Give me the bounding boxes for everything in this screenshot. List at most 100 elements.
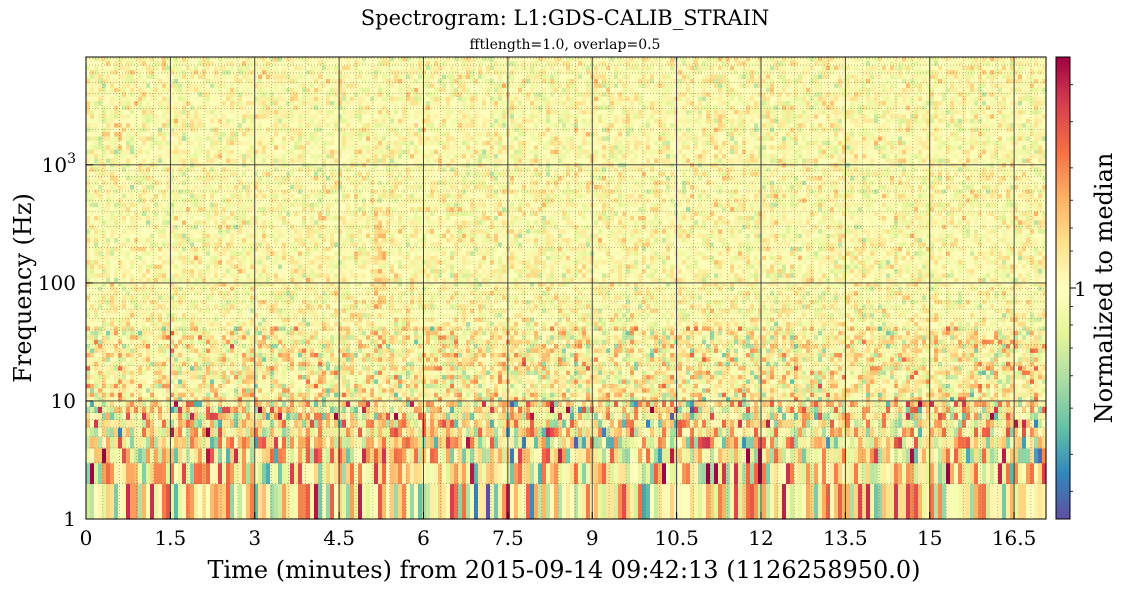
heatmap-cell — [1034, 419, 1039, 428]
heatmap-cell — [534, 365, 539, 371]
heatmap-cell — [650, 361, 655, 367]
heatmap-cell — [302, 378, 307, 384]
heatmap-cell — [858, 370, 863, 376]
heatmap-cell — [110, 347, 115, 353]
heatmap-cell — [306, 400, 311, 407]
heatmap-cell — [614, 436, 619, 449]
heatmap-cell — [810, 406, 815, 413]
heatmap-cell — [522, 483, 527, 520]
heatmap-cell — [846, 352, 851, 358]
heatmap-cell — [830, 361, 835, 367]
heatmap-cell — [182, 352, 187, 358]
heatmap-cell — [694, 406, 699, 413]
heatmap-cell — [434, 400, 439, 407]
heatmap-cell — [726, 447, 731, 464]
heatmap-cell — [446, 387, 451, 393]
heatmap-cell — [90, 427, 95, 438]
heatmap-cell — [178, 347, 183, 353]
heatmap-cell — [426, 462, 431, 485]
heatmap-cell — [382, 406, 387, 413]
heatmap-cell — [290, 400, 295, 407]
heatmap-cell — [374, 352, 379, 358]
heatmap-cell — [170, 447, 175, 464]
heatmap-cell — [706, 436, 711, 449]
heatmap-cell — [510, 374, 515, 380]
heatmap-cell — [838, 447, 843, 464]
heatmap-cell — [450, 352, 455, 358]
heatmap-cell — [998, 396, 1003, 402]
heatmap-cell — [234, 419, 239, 428]
heatmap-cell — [94, 352, 99, 358]
heatmap-cell — [466, 447, 471, 464]
heatmap-cell — [218, 392, 223, 398]
heatmap-cell — [894, 387, 899, 393]
heatmap-cell — [598, 406, 603, 413]
heatmap-cell — [982, 462, 987, 485]
heatmap-cell — [562, 419, 567, 428]
heatmap-cell — [554, 361, 559, 367]
heatmap-cell — [722, 447, 727, 464]
heatmap-cell — [442, 483, 447, 520]
heatmap-cell — [250, 406, 255, 413]
heatmap-cell — [478, 387, 483, 393]
heatmap-cell — [170, 436, 175, 449]
heatmap-cell — [958, 427, 963, 438]
heatmap-cell — [818, 436, 823, 449]
heatmap-cell — [1002, 378, 1007, 384]
heatmap-cell — [822, 483, 827, 520]
heatmap-cell — [418, 387, 423, 393]
heatmap-cell — [394, 361, 399, 367]
heatmap-cell — [394, 347, 399, 353]
heatmap-cell — [402, 406, 407, 413]
heatmap-cell — [338, 387, 343, 393]
heatmap-cell — [554, 447, 559, 464]
heatmap-cell — [942, 361, 947, 367]
heatmap-cell — [770, 483, 775, 520]
heatmap-cell — [622, 378, 627, 384]
heatmap-cell — [470, 447, 475, 464]
heatmap-cell — [806, 370, 811, 376]
heatmap-cell — [562, 361, 567, 367]
heatmap-cell — [798, 462, 803, 485]
heatmap-cell — [902, 392, 907, 398]
heatmap-cell — [454, 462, 459, 485]
heatmap-cell — [1038, 370, 1043, 376]
heatmap-cell — [442, 361, 447, 367]
heatmap-cell — [178, 406, 183, 413]
heatmap-cell — [962, 436, 967, 449]
heatmap-cell — [594, 400, 599, 407]
heatmap-cell — [118, 419, 123, 428]
heatmap-cell — [90, 365, 95, 371]
heatmap-cell — [770, 374, 775, 380]
heatmap-cell — [838, 392, 843, 398]
heatmap-cell — [98, 436, 103, 449]
heatmap-cell — [274, 387, 279, 393]
heatmap-cell — [814, 392, 819, 398]
heatmap-cell — [482, 361, 487, 367]
heatmap-cell — [170, 427, 175, 438]
heatmap-cell — [526, 361, 531, 367]
heatmap-cell — [282, 412, 287, 420]
heatmap-cell — [462, 436, 467, 449]
heatmap-cell — [974, 436, 979, 449]
heatmap-cell — [406, 419, 411, 428]
heatmap-cell — [1014, 396, 1019, 402]
heatmap-cell — [782, 374, 787, 380]
heatmap-cell — [370, 374, 375, 380]
heatmap-cell — [294, 412, 299, 420]
heatmap-cell — [458, 374, 463, 380]
heatmap-cell — [298, 356, 303, 362]
heatmap-cell — [962, 361, 967, 367]
heatmap-cell — [942, 462, 947, 485]
heatmap-cell — [490, 447, 495, 464]
heatmap-cell — [626, 406, 631, 413]
heatmap-cell — [206, 427, 211, 438]
heatmap-cell — [930, 352, 935, 358]
heatmap-cell — [710, 427, 715, 438]
heatmap-cell — [618, 370, 623, 376]
heatmap-cell — [1018, 361, 1023, 367]
heatmap-cell — [118, 370, 123, 376]
heatmap-cell — [214, 347, 219, 353]
heatmap-cell — [1042, 419, 1047, 428]
heatmap-cell — [614, 392, 619, 398]
